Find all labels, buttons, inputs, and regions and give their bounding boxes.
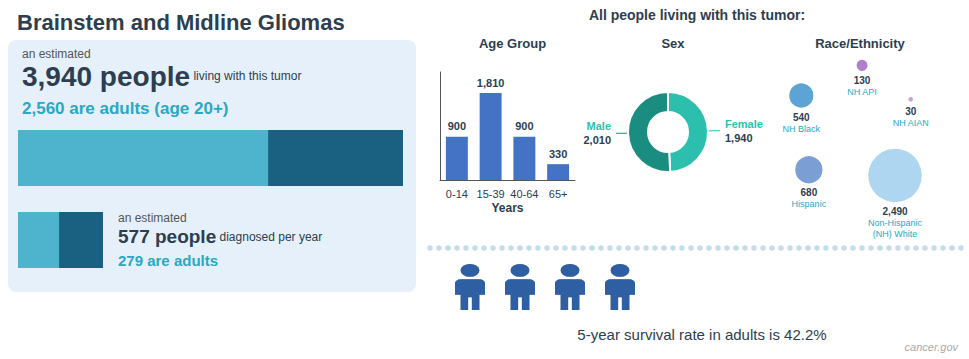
svg-text:All people living with this tu: All people living with this tumor: — [589, 7, 805, 23]
svg-text:(NH) White: (NH) White — [873, 229, 918, 239]
svg-text:65+: 65+ — [549, 188, 568, 200]
svg-text:an estimated: an estimated — [118, 211, 187, 225]
svg-text:680: 680 — [801, 187, 818, 198]
svg-text:1,810: 1,810 — [477, 77, 505, 89]
svg-text:cancer.gov: cancer.gov — [905, 341, 960, 353]
svg-text:Male: Male — [587, 120, 611, 132]
svg-text:Race/Ethnicity: Race/Ethnicity — [815, 36, 905, 51]
svg-text:1,940: 1,940 — [725, 132, 753, 144]
svg-text:15-39: 15-39 — [477, 188, 505, 200]
svg-text:577 people: 577 people — [118, 226, 216, 247]
svg-text:Years: Years — [491, 201, 523, 215]
svg-text:NH API: NH API — [847, 87, 877, 97]
svg-text:living with this tumor: living with this tumor — [193, 69, 301, 83]
svg-text:diagnosed per year: diagnosed per year — [220, 230, 323, 244]
svg-text:NH Black: NH Black — [783, 124, 821, 134]
svg-text:2,490: 2,490 — [883, 206, 908, 217]
svg-text:900: 900 — [515, 120, 533, 132]
svg-text:Hispanic: Hispanic — [792, 199, 827, 209]
svg-text:540: 540 — [793, 112, 810, 123]
svg-text:Non-Hispanic: Non-Hispanic — [868, 218, 923, 228]
svg-text:2,560 are adults (age 20+): 2,560 are adults (age 20+) — [22, 99, 228, 118]
svg-text:NH AIAN: NH AIAN — [893, 118, 929, 128]
svg-text:0-14: 0-14 — [446, 188, 468, 200]
svg-text:3,940 people: 3,940 people — [22, 61, 190, 92]
svg-text:279 are adults: 279 are adults — [118, 252, 218, 269]
svg-text:40-64: 40-64 — [510, 188, 538, 200]
svg-text:Brainstem and Midline Gliomas: Brainstem and Midline Gliomas — [17, 10, 345, 35]
svg-text:2,010: 2,010 — [583, 134, 611, 146]
svg-text:Female: Female — [725, 118, 763, 130]
svg-text:30: 30 — [905, 106, 917, 117]
svg-text:Sex: Sex — [661, 36, 685, 51]
svg-text:an estimated: an estimated — [22, 47, 91, 61]
svg-text:Age Group: Age Group — [479, 36, 546, 51]
svg-text:130: 130 — [854, 75, 871, 86]
svg-text:900: 900 — [448, 120, 466, 132]
svg-text:5-year survival rate in adults: 5-year survival rate in adults is 42.2% — [577, 326, 826, 343]
svg-text:330: 330 — [549, 148, 567, 160]
